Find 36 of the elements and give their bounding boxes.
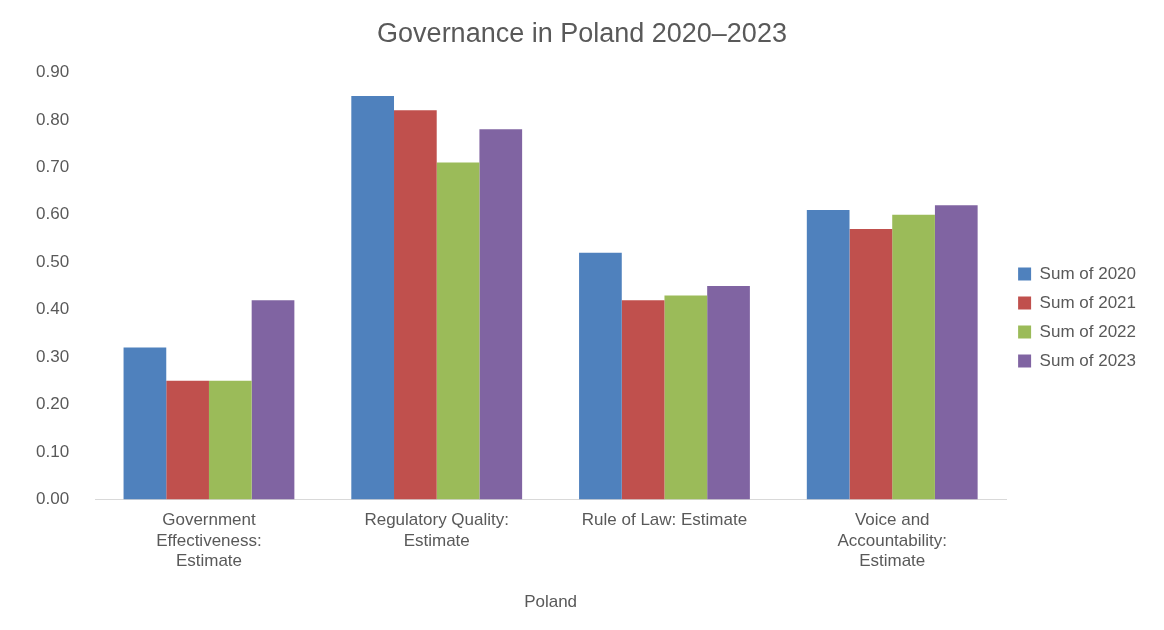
bar [849,228,893,500]
bar [251,300,295,500]
y-tick-label: 0.60 [35,204,70,224]
bar [479,129,523,500]
legend-label: Sum of 2021 [1039,292,1137,312]
bar [934,205,978,500]
y-tick-label: 0.20 [35,394,70,414]
y-tick-label: 0.90 [35,62,70,82]
bar [664,295,708,500]
x-tick-label: Regulatory Quality: Estimate [364,510,510,550]
legend-label: Sum of 2022 [1039,321,1137,341]
y-tick-label: 0.00 [35,489,70,509]
bar [166,380,209,500]
bar [123,347,167,500]
bar [436,162,480,500]
x-axis-title: Poland [524,592,578,612]
x-tick-label: Government Effectiveness: Estimate [156,510,262,571]
bar [208,380,252,500]
bar [579,252,622,500]
bar [621,300,665,500]
x-tick-label: Rule of Law: Estimate [581,510,748,530]
y-tick-label: 0.80 [35,109,70,129]
y-tick-label: 0.10 [35,441,70,461]
bar [394,110,437,500]
y-tick-label: 0.70 [35,156,70,176]
chart-title: Governance in Poland 2020–2023 [377,17,787,48]
bar [707,285,750,500]
bar [892,214,935,500]
bar [351,96,395,500]
bar [806,209,850,500]
legend-label: Sum of 2023 [1039,350,1137,370]
x-tick-label: Voice and Accountability: Estimate [837,510,948,571]
y-tick-label: 0.50 [35,251,70,271]
legend-label: Sum of 2020 [1039,263,1137,283]
y-tick-label: 0.30 [35,346,70,366]
y-tick-label: 0.40 [35,299,70,319]
